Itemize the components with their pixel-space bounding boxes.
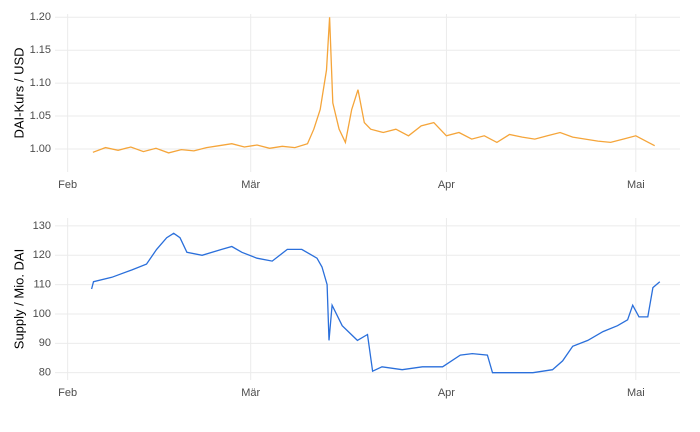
- x-tick-label: Mär: [241, 179, 260, 191]
- y-tick-label: 110: [33, 279, 51, 291]
- y-tick-label: 1.15: [30, 44, 51, 56]
- x-tick-label: Mai: [627, 179, 645, 191]
- x-tick-label: Mär: [241, 387, 260, 399]
- y-tick-label: 1.10: [30, 77, 51, 89]
- x-tick-label: Mai: [627, 387, 645, 399]
- x-tick-label: Apr: [438, 387, 455, 399]
- y-tick-label: 100: [33, 308, 51, 320]
- y-tick-label: 1.05: [30, 110, 51, 122]
- y-axis-title: Supply / Mio. DAI: [11, 249, 26, 349]
- x-tick-label: Feb: [58, 387, 77, 399]
- y-axis-title: DAI-Kurs / USD: [11, 47, 26, 138]
- y-tick-label: 90: [39, 337, 51, 349]
- x-tick-label: Apr: [438, 179, 455, 191]
- y-tick-label: 130: [33, 220, 51, 232]
- data-line: [90, 232, 661, 374]
- y-tick-label: 1.00: [30, 143, 51, 155]
- x-tick-label: Feb: [58, 179, 77, 191]
- data-line: [92, 17, 656, 154]
- y-tick-label: 1.20: [30, 11, 51, 23]
- y-tick-label: 120: [33, 249, 51, 261]
- y-tick-label: 80: [39, 367, 51, 379]
